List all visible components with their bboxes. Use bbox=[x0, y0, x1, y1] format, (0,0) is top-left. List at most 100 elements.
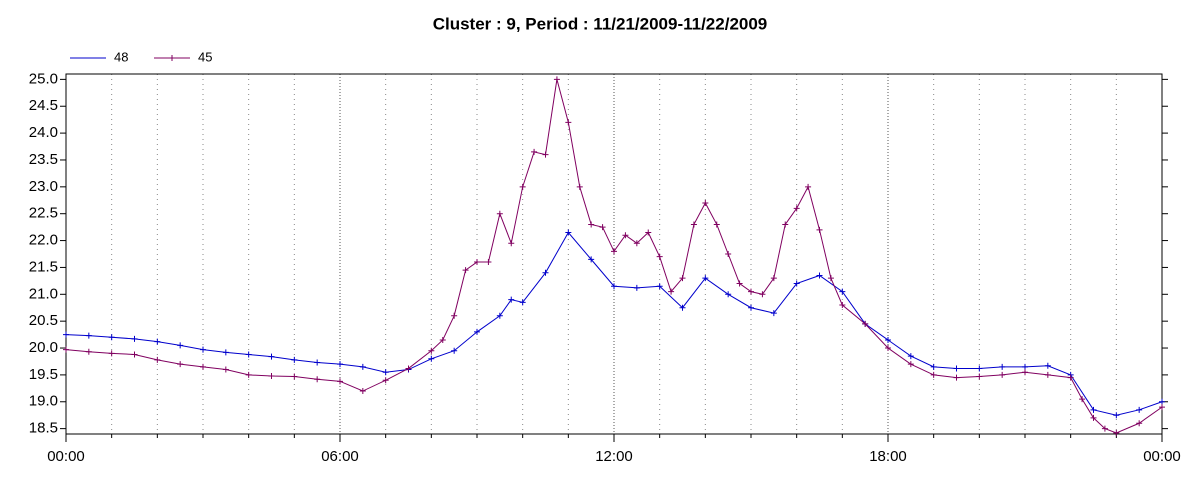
point-marker bbox=[805, 183, 812, 190]
point-marker bbox=[291, 373, 298, 380]
point-marker bbox=[177, 342, 184, 349]
point-marker bbox=[622, 232, 629, 239]
y-tick-label: 24.0 bbox=[29, 124, 58, 141]
point-marker bbox=[337, 361, 343, 368]
point-marker bbox=[531, 148, 538, 155]
point-marker bbox=[508, 296, 515, 303]
point-marker bbox=[885, 345, 891, 352]
point-marker bbox=[999, 363, 1006, 370]
point-marker bbox=[63, 331, 69, 338]
y-tick-label: 19.5 bbox=[29, 366, 58, 383]
point-marker bbox=[588, 256, 595, 263]
point-marker bbox=[953, 365, 960, 372]
series-line bbox=[65, 79, 1163, 434]
y-tick-label: 21.5 bbox=[29, 258, 58, 275]
point-marker bbox=[1022, 369, 1028, 376]
point-marker bbox=[599, 224, 606, 231]
point-marker bbox=[508, 240, 515, 247]
point-marker bbox=[485, 259, 492, 266]
point-marker bbox=[177, 361, 184, 368]
point-marker bbox=[576, 183, 583, 190]
point-marker bbox=[1159, 404, 1165, 411]
point-marker bbox=[770, 275, 777, 282]
point-marker bbox=[131, 351, 138, 358]
point-marker bbox=[930, 371, 937, 378]
point-marker bbox=[1136, 420, 1143, 427]
point-marker bbox=[519, 299, 526, 306]
point-marker bbox=[268, 372, 275, 379]
point-marker bbox=[85, 348, 92, 355]
point-marker bbox=[736, 280, 743, 287]
point-marker bbox=[1044, 371, 1051, 378]
x-tick-label: 12:00 bbox=[595, 448, 633, 465]
point-marker bbox=[588, 221, 595, 228]
point-marker bbox=[1022, 363, 1028, 370]
point-marker bbox=[474, 328, 480, 335]
point-marker bbox=[713, 221, 720, 228]
point-marker bbox=[359, 388, 366, 395]
x-tick-label: 00:00 bbox=[47, 448, 85, 465]
point-marker bbox=[131, 335, 138, 342]
point-marker bbox=[474, 259, 480, 266]
point-marker bbox=[451, 347, 458, 354]
point-marker bbox=[1044, 362, 1051, 369]
point-marker bbox=[633, 284, 640, 291]
x-tick-label: 18:00 bbox=[869, 448, 907, 465]
point-marker bbox=[245, 371, 252, 378]
point-marker bbox=[782, 221, 789, 228]
point-marker bbox=[108, 350, 115, 357]
point-marker bbox=[200, 346, 206, 353]
point-marker bbox=[656, 253, 663, 260]
y-tick-label: 18.5 bbox=[29, 420, 58, 437]
point-marker bbox=[291, 356, 298, 363]
point-marker bbox=[428, 355, 435, 362]
point-marker bbox=[496, 210, 503, 217]
point-marker bbox=[108, 334, 115, 341]
point-marker bbox=[793, 205, 800, 212]
point-marker bbox=[200, 363, 206, 370]
point-marker bbox=[816, 272, 823, 279]
y-tick-label: 22.5 bbox=[29, 205, 58, 222]
point-marker bbox=[462, 267, 469, 274]
point-marker bbox=[690, 221, 697, 228]
y-tick-label: 23.0 bbox=[29, 178, 58, 195]
point-marker bbox=[268, 353, 275, 360]
plot-frame bbox=[65, 73, 1163, 435]
point-marker bbox=[359, 363, 366, 370]
point-marker bbox=[862, 320, 869, 327]
chart-title: Cluster : 9, Period : 11/21/2009-11/22/2… bbox=[433, 14, 768, 33]
point-marker bbox=[542, 269, 549, 276]
point-marker bbox=[496, 312, 503, 319]
point-marker bbox=[816, 226, 823, 233]
point-marker bbox=[314, 359, 321, 366]
point-marker bbox=[63, 346, 69, 353]
point-marker bbox=[793, 280, 800, 287]
point-marker bbox=[759, 291, 766, 298]
point-marker bbox=[1067, 374, 1074, 381]
y-tick-label: 22.0 bbox=[29, 232, 58, 249]
point-marker bbox=[976, 365, 983, 372]
point-marker bbox=[611, 248, 617, 255]
point-marker bbox=[553, 76, 560, 83]
point-marker bbox=[519, 183, 526, 190]
point-marker bbox=[702, 199, 709, 206]
point-marker bbox=[222, 349, 229, 356]
y-tick-label: 20.0 bbox=[29, 339, 58, 356]
point-marker bbox=[976, 373, 983, 380]
point-marker bbox=[930, 363, 937, 370]
point-marker bbox=[222, 366, 229, 373]
legend-marker bbox=[169, 55, 175, 61]
point-marker bbox=[725, 291, 732, 298]
point-marker bbox=[565, 119, 572, 126]
point-marker bbox=[907, 353, 914, 360]
point-marker bbox=[702, 275, 709, 282]
x-tick-label: 06:00 bbox=[321, 448, 359, 465]
point-marker bbox=[1090, 406, 1097, 413]
point-marker bbox=[1136, 406, 1143, 413]
point-marker bbox=[668, 288, 675, 295]
point-marker bbox=[839, 288, 846, 295]
point-marker bbox=[337, 378, 343, 385]
point-marker bbox=[565, 229, 572, 236]
point-marker bbox=[451, 312, 458, 319]
point-marker bbox=[679, 275, 686, 282]
